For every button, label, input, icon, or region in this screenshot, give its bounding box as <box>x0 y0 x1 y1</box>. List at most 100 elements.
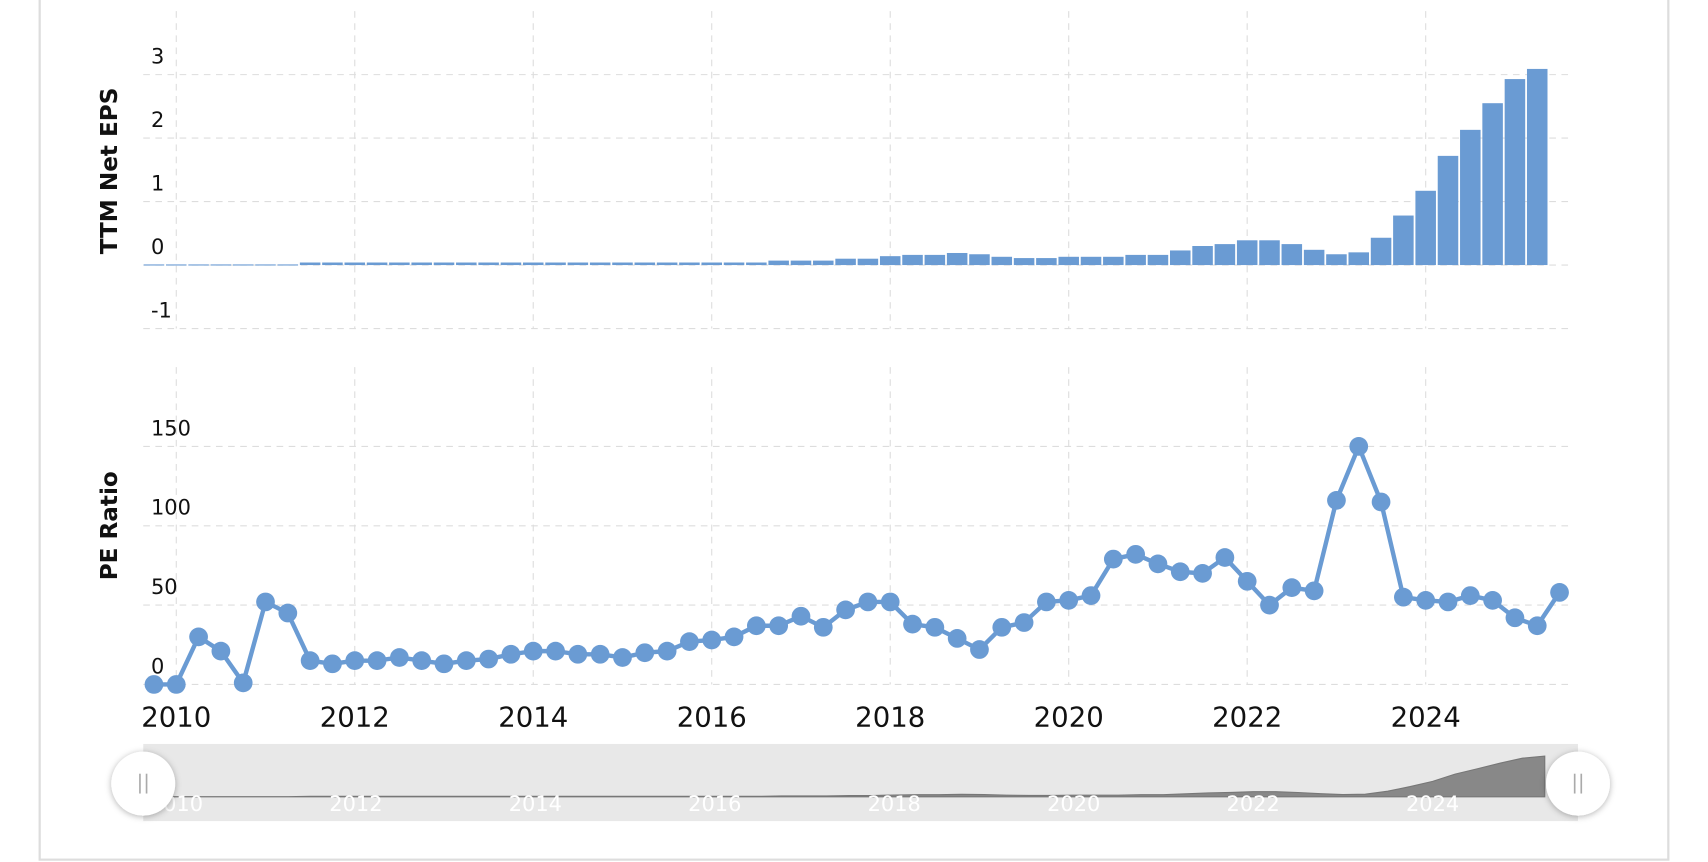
x-tick-label: 2012 <box>320 701 390 733</box>
handle[interactable] <box>111 751 176 816</box>
bar <box>1080 256 1102 266</box>
bar <box>813 260 834 266</box>
bar <box>835 258 856 266</box>
point <box>390 648 409 667</box>
bar <box>746 262 767 266</box>
point <box>1148 554 1168 574</box>
point <box>501 644 521 664</box>
bar <box>589 262 611 266</box>
bar <box>322 262 343 266</box>
navigator-label: 2020 <box>1047 792 1100 816</box>
point <box>1037 592 1056 612</box>
line <box>153 444 1562 687</box>
point <box>635 643 655 663</box>
x-tick-label: 2022 <box>1212 701 1282 733</box>
point <box>211 641 231 661</box>
y-axis-label: TTM Net EPS <box>97 88 123 255</box>
bar <box>210 264 232 266</box>
handle[interactable] <box>1546 751 1610 816</box>
point <box>680 632 699 651</box>
point <box>1394 587 1413 607</box>
point <box>858 592 878 612</box>
navigator[interactable] <box>143 743 1578 822</box>
point <box>546 641 565 661</box>
bar <box>1125 254 1146 266</box>
bar <box>1393 215 1414 266</box>
bar <box>567 262 589 266</box>
navigator-label: 2018 <box>868 792 921 816</box>
bar <box>701 262 722 266</box>
x-tick-label: 2016 <box>677 701 747 733</box>
bar <box>500 262 522 266</box>
plot: -1 0 1 2 3 0 50 100 150 2010 2012 2014 2016 2018 2020 2… <box>141 11 1571 733</box>
bar <box>1482 103 1503 266</box>
bar <box>1013 258 1035 266</box>
bar <box>299 262 321 266</box>
bar <box>344 262 366 266</box>
y-tick-label: 0 <box>151 654 164 678</box>
bar <box>946 252 968 266</box>
bar <box>1281 244 1303 266</box>
point <box>189 627 208 647</box>
navigator-label: 2022 <box>1227 792 1280 816</box>
bar <box>255 264 276 266</box>
bar <box>433 262 455 266</box>
y-tick-label: 2 <box>151 108 164 132</box>
point <box>1327 491 1346 510</box>
bar <box>277 264 299 266</box>
x-tick-label: 2024 <box>1391 701 1461 733</box>
y-tick-label: 3 <box>151 45 164 69</box>
bar <box>478 262 499 266</box>
point <box>1304 581 1324 601</box>
x-tick-label: 2018 <box>855 701 925 733</box>
navigator-handle[interactable] <box>111 751 176 816</box>
x-tick-label: 2014 <box>498 701 568 733</box>
bar <box>768 260 789 266</box>
bar <box>1036 258 1057 266</box>
point <box>1483 590 1502 610</box>
y-tick-label: 50 <box>151 575 178 599</box>
point <box>345 651 365 671</box>
point <box>233 673 253 693</box>
point <box>479 649 498 669</box>
point <box>256 592 275 612</box>
bar <box>522 262 544 266</box>
point <box>769 616 789 636</box>
point <box>456 651 476 671</box>
point <box>568 644 588 664</box>
bar <box>857 258 879 266</box>
point <box>1282 578 1302 598</box>
point <box>1460 586 1480 605</box>
point <box>1505 608 1525 628</box>
y-tick-label: 150 <box>151 416 191 440</box>
bar <box>723 262 745 266</box>
point <box>836 600 855 620</box>
bar <box>1326 254 1347 266</box>
point <box>144 675 164 694</box>
bar <box>545 262 566 266</box>
bar <box>969 254 990 266</box>
point <box>1438 592 1458 612</box>
navigator-handle[interactable] <box>1546 751 1610 816</box>
navigator-label: 2012 <box>329 792 382 816</box>
bar <box>879 256 901 266</box>
point <box>1014 613 1034 632</box>
bar <box>389 262 410 266</box>
point <box>166 675 186 694</box>
point <box>300 651 320 671</box>
point <box>1170 562 1190 582</box>
bar <box>166 264 187 266</box>
bar <box>411 262 432 266</box>
bar <box>366 262 388 266</box>
point <box>746 616 766 636</box>
bar <box>1058 256 1079 266</box>
point <box>970 640 989 659</box>
point <box>724 627 744 647</box>
point <box>1059 590 1079 610</box>
point <box>1103 549 1123 569</box>
bar <box>1348 252 1370 266</box>
bar <box>634 262 656 266</box>
bar <box>902 254 923 266</box>
